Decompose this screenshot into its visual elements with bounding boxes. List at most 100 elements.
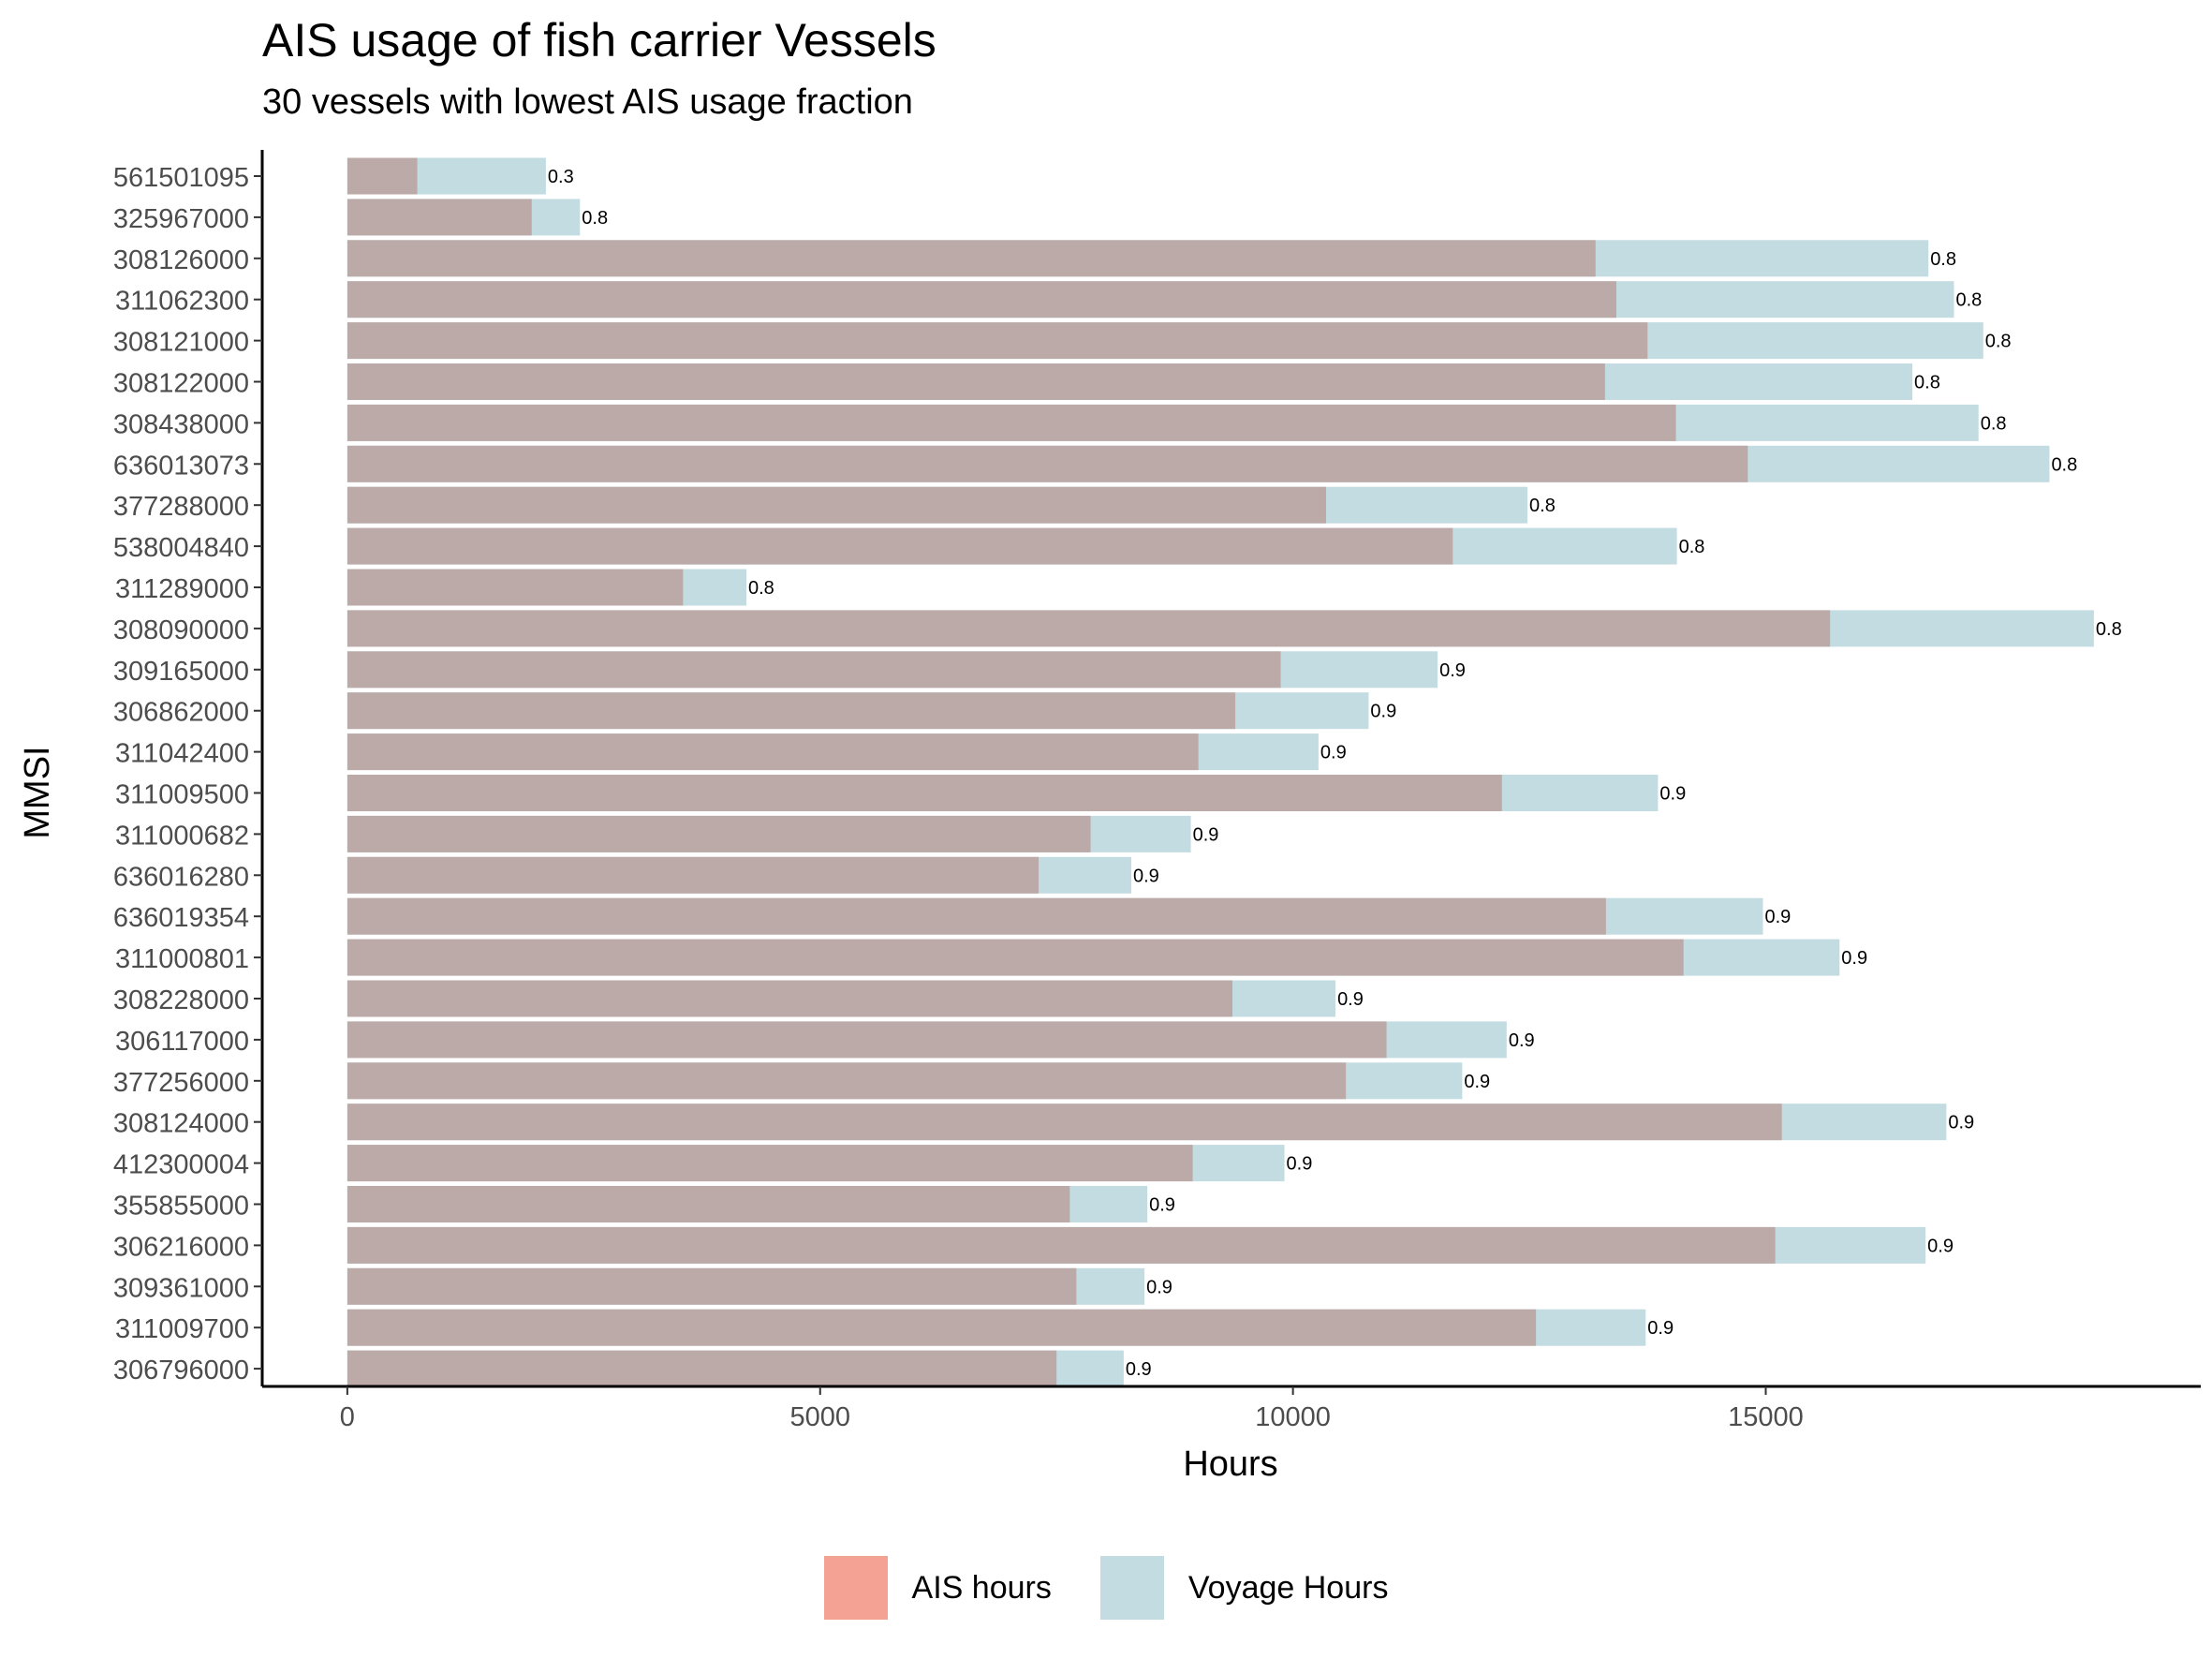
y-tick-label-377288000: 377288000 [113,492,249,522]
y-tick-label-636019354: 636019354 [113,903,249,933]
bar-ais-hours-306796000 [347,1350,1057,1387]
x-axis-label: Hours [1183,1444,1277,1484]
bar-ais-hours-306862000 [347,692,1236,730]
bar-value-label: 0.9 [1764,907,1791,927]
bar-ais-hours-561501095 [347,157,418,195]
bar-value-label: 0.9 [1439,660,1466,681]
bar-ais-hours-377256000 [347,1062,1347,1100]
y-tick-label-309165000: 309165000 [113,657,249,687]
chart-title: AIS usage of fish carrier Vessels [262,14,936,67]
bar-ais-hours-308438000 [347,404,1676,441]
bar-ais-hours-311289000 [347,569,684,606]
y-tick-label-636013073: 636013073 [113,451,249,481]
y-tick-label-561501095: 561501095 [113,163,249,193]
y-tick-label-308126000: 308126000 [113,245,249,275]
bar-ais-hours-308126000 [347,240,1596,277]
bar-value-label: 0.9 [1948,1113,1974,1133]
legend-item-voyage-hours: Voyage Hours [1099,1556,1389,1620]
bar-value-label: 0.9 [1927,1236,1954,1256]
bar-ais-hours-306216000 [347,1226,1776,1264]
bar-value-label: 0.9 [1509,1030,1535,1051]
bar-ais-hours-308122000 [347,363,1605,400]
bar-value-label: 0.8 [748,578,774,599]
bar-value-label: 0.9 [1320,743,1347,763]
bar-value-label: 0.9 [1146,1277,1172,1297]
y-tick-label-308228000: 308228000 [113,985,249,1015]
bar-value-label: 0.9 [1133,866,1159,886]
bar-ais-hours-309165000 [347,651,1281,689]
x-ticks-group: 0 5000 10000 15000 [340,1386,1804,1432]
y-tick-label-311289000: 311289000 [115,574,249,604]
bar-ais-hours-355855000 [347,1186,1070,1222]
x-tick-label-10000: 10000 [1255,1402,1331,1432]
bar-value-label: 0.8 [582,208,608,229]
y-tick-label-311042400: 311042400 [115,739,249,769]
legend-label-ais-hours: AIS hours [911,1569,1052,1606]
y-tick-label-308122000: 308122000 [113,369,249,399]
bar-ais-hours-308124000 [347,1104,1782,1141]
bar-value-label: 0.8 [1981,413,2007,434]
y-tick-label-311000801: 311000801 [115,944,249,974]
bar-ais-hours-377288000 [347,486,1326,524]
bar-value-label: 0.9 [1841,948,1867,969]
bar-value-label: 0.8 [1914,373,1940,393]
y-tick-label-355855000: 355855000 [113,1192,249,1222]
bar-value-label: 0.8 [1529,496,1556,516]
bar-ais-hours-311062300 [347,281,1616,318]
x-tick-label-0: 0 [340,1402,355,1432]
bar-ais-hours-538004840 [347,527,1453,565]
bar-value-label: 0.8 [1679,537,1705,557]
y-axis-label: MMSI [18,746,57,838]
bar-value-label: 0.9 [1149,1195,1175,1216]
bar-ais-hours-311042400 [347,733,1199,771]
y-tick-label-412300004: 412300004 [113,1150,249,1180]
y-tick-label-377256000: 377256000 [113,1068,249,1098]
bar-ais-hours-636013073 [347,445,1748,482]
bar-ais-hours-308121000 [347,322,1648,360]
y-tick-label-308121000: 308121000 [113,328,249,358]
y-tick-label-325967000: 325967000 [113,204,249,234]
x-tick-label-15000: 15000 [1728,1402,1804,1432]
bar-value-label: 0.9 [1126,1359,1152,1380]
bar-ais-hours-311000682 [347,815,1091,852]
y-tick-label-311062300: 311062300 [115,287,249,317]
bar-ais-hours-308090000 [347,610,1831,647]
bar-labels-group: 0.3 0.8 0.8 0.8 0.8 0.8 0.8 0.8 0.8 0.8 0.8 0.8 0.9 0… [548,167,2122,1380]
legend: AIS hours Voyage Hours [0,1555,2212,1621]
legend-swatch-ais-hours [823,1556,888,1620]
bar-value-label: 0.9 [1659,784,1686,805]
bar-value-label: 0.9 [1464,1072,1490,1092]
bar-ais-hours-636016280 [347,856,1040,894]
y-tick-label-308124000: 308124000 [113,1109,249,1139]
bars-group [347,157,2094,1387]
y-tick-label-311009500: 311009500 [115,780,249,810]
bar-ais-hours-311000801 [347,939,1684,976]
y-ticks-group: 561501095 325967000 308126000 311062300 3081… [113,163,262,1385]
bar-value-label: 0.8 [1985,332,2012,352]
bar-value-label: 0.8 [1930,249,1956,270]
y-tick-label-306117000: 306117000 [115,1027,249,1057]
bar-ais-hours-311009500 [347,775,1502,811]
bar-ais-hours-636019354 [347,897,1606,935]
bar-value-label: 0.3 [548,167,574,187]
y-tick-label-311009700: 311009700 [115,1314,249,1344]
bar-value-label: 0.8 [2051,454,2077,475]
legend-label-voyage-hours: Voyage Hours [1187,1569,1389,1606]
bar-value-label: 0.8 [1955,290,1982,311]
bar-value-label: 0.9 [1337,989,1364,1010]
chart-subtitle: 30 vessels with lowest AIS usage fractio… [262,82,913,122]
bar-value-label: 0.9 [1193,824,1219,845]
y-tick-label-311000682: 311000682 [115,821,249,851]
bar-ais-hours-308228000 [347,980,1233,1017]
bar-ais-hours-306117000 [347,1021,1387,1059]
bar-value-label: 0.9 [1287,1154,1313,1175]
x-tick-label-5000: 5000 [789,1402,850,1432]
bar-ais-hours-412300004 [347,1145,1193,1182]
y-tick-label-308090000: 308090000 [113,615,249,645]
y-tick-label-306216000: 306216000 [113,1232,249,1262]
y-tick-label-309361000: 309361000 [113,1273,249,1303]
legend-swatch-voyage-hours [1099,1556,1164,1620]
bar-value-label: 0.9 [1370,702,1396,722]
bar-ais-hours-311009700 [347,1309,1537,1346]
